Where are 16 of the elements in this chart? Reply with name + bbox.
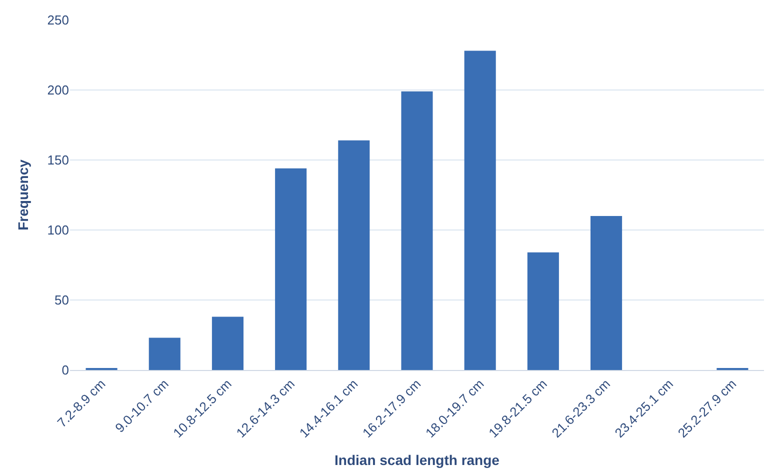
bar	[275, 168, 307, 370]
bar	[212, 316, 244, 370]
y-tick-label: 250	[47, 12, 69, 28]
y-tick-label: 0	[62, 362, 69, 378]
bar	[401, 91, 433, 370]
bar	[464, 50, 496, 370]
y-axis-title: Frequency	[14, 159, 31, 230]
x-axis-title: Indian scad length range	[334, 452, 500, 468]
y-tick-label: 200	[47, 82, 69, 98]
y-tick-label: 150	[47, 152, 69, 168]
y-tick-label: 100	[47, 222, 69, 238]
bar	[590, 216, 622, 370]
y-tick-label: 50	[54, 292, 69, 308]
bar	[527, 252, 559, 370]
bar	[148, 338, 180, 370]
bar	[338, 140, 370, 370]
